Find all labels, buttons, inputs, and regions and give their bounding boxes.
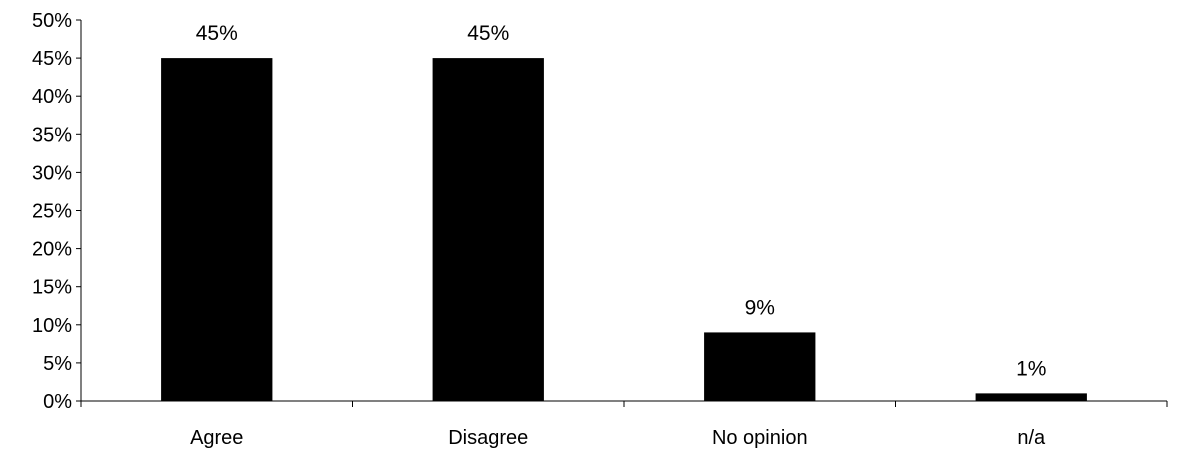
x-axis-labels: Agree Disagree No opinion n/a — [190, 427, 1046, 449]
y-tick-label: 0% — [43, 391, 72, 413]
y-tick-label: 30% — [32, 162, 72, 184]
y-tick-label: 10% — [32, 315, 72, 337]
bar-agree — [161, 58, 273, 401]
data-label: 45% — [467, 22, 509, 45]
y-tick-label: 25% — [32, 201, 72, 223]
data-labels: 45% 45% 9% 1% — [196, 22, 1047, 380]
bar-no-opinion — [704, 332, 816, 401]
y-axis-ticks: 0% 5% 10% 15% 20% 25% 30% 35% 40% 45% 50% — [32, 10, 81, 413]
y-tick-label: 20% — [32, 239, 72, 261]
y-tick-label: 15% — [32, 277, 72, 299]
y-tick-label: 50% — [32, 10, 72, 32]
data-label: 45% — [196, 22, 238, 45]
y-tick-label: 40% — [32, 86, 72, 108]
y-tick-label: 45% — [32, 48, 72, 70]
y-tick-label: 5% — [43, 353, 72, 375]
x-category-label: No opinion — [712, 427, 808, 449]
bar-n-a — [975, 393, 1087, 401]
bars — [161, 58, 1087, 401]
x-category-label: Agree — [190, 427, 243, 449]
x-category-label: Disagree — [448, 427, 528, 449]
x-category-label: n/a — [1017, 427, 1046, 449]
data-label: 1% — [1016, 357, 1046, 380]
axes — [80, 20, 1168, 407]
y-tick-label: 35% — [32, 124, 72, 146]
bar-disagree — [432, 58, 544, 401]
data-label: 9% — [745, 296, 775, 319]
